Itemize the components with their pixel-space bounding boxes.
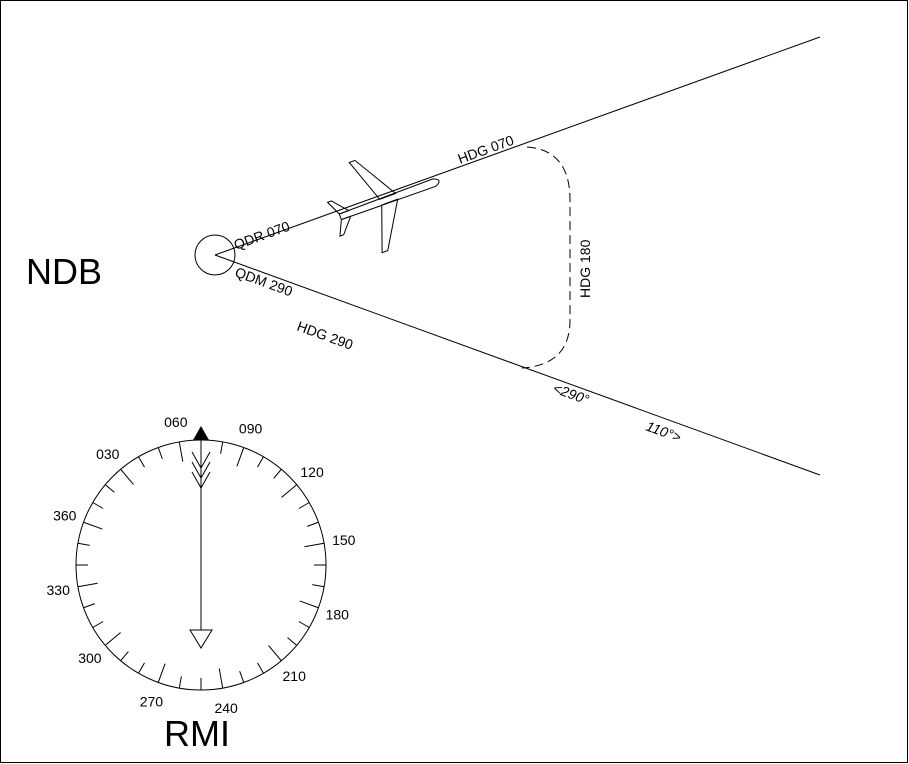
needle-tail	[191, 451, 211, 470]
hdg-label: HDG 180	[577, 239, 593, 298]
dial-tick	[104, 632, 121, 646]
inbound-track	[214, 254, 821, 476]
dial-label: 300	[78, 650, 102, 666]
dial-tick	[138, 662, 145, 674]
dial-label: 270	[140, 693, 164, 709]
dial-tick	[218, 668, 224, 689]
dial-tick	[157, 447, 163, 459]
dial-tick	[257, 662, 264, 674]
dial-tick	[92, 502, 104, 509]
dial-tick	[257, 456, 264, 468]
dial-label: 150	[332, 532, 356, 548]
dial-label: 120	[300, 464, 324, 480]
dial-label: 060	[164, 414, 188, 430]
dial-tick	[304, 542, 325, 548]
rmi-label: RMI	[164, 713, 230, 754]
ndb-label: NDB	[26, 251, 102, 292]
rmi: 060 090 120 150 180 210 240 270 300 330 360 030	[47, 414, 356, 716]
dial-label: 240	[214, 700, 238, 716]
dial-tick	[120, 468, 134, 485]
dial-tick	[120, 651, 129, 662]
dial-tick	[299, 600, 319, 609]
dial-label: 030	[96, 446, 120, 462]
dial-tick	[83, 521, 103, 530]
dial-label: 180	[326, 607, 350, 623]
dial-tick	[312, 584, 325, 588]
dial-tick	[239, 671, 245, 683]
dial-tick	[157, 663, 166, 683]
dial-tick	[178, 441, 184, 462]
dial-tick	[178, 676, 182, 689]
dial-tick	[281, 484, 298, 498]
dial-tick	[268, 645, 282, 662]
needle-head	[189, 629, 213, 649]
aircraft	[326, 159, 440, 254]
dial-tick	[104, 484, 115, 493]
ndb-station	[194, 234, 236, 276]
dial-label: 210	[283, 668, 307, 684]
dial-label: 360	[53, 507, 77, 523]
heading-index	[193, 426, 209, 440]
dial-tick	[298, 621, 310, 628]
dial-tick	[92, 621, 104, 628]
dial-tick	[83, 603, 95, 609]
dial-tick	[236, 447, 245, 467]
outbound-track	[214, 36, 821, 256]
dial-tick	[138, 456, 145, 468]
dial-tick	[298, 502, 310, 509]
needle-tail	[191, 461, 211, 480]
dial-tick	[307, 521, 319, 527]
dial-label: 090	[239, 421, 263, 437]
dial-tick	[77, 542, 90, 546]
needle-tail	[191, 471, 211, 490]
dial-tick	[77, 582, 98, 588]
dial-tick	[220, 441, 224, 454]
dial-tick	[287, 637, 298, 646]
dial-tick	[273, 468, 282, 479]
dial-label: 330	[47, 582, 71, 598]
